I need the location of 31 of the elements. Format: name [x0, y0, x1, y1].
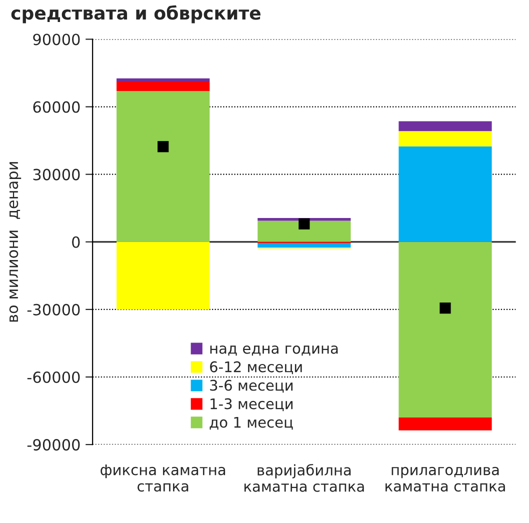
- bar: [398, 242, 492, 418]
- bar: [116, 242, 210, 310]
- legend-label: до 1 месец: [210, 416, 293, 430]
- point: [440, 302, 451, 314]
- x-tick-label: прилагодлива каматна стапка: [386, 466, 505, 492]
- bar: [398, 418, 492, 430]
- x-tick-label: фиксна каматна стапка: [100, 464, 226, 492]
- bar: [398, 121, 492, 132]
- bar: [258, 243, 351, 248]
- y-tick-label: 30000: [33, 168, 80, 180]
- point: [158, 141, 169, 152]
- y-tick-label: -30000: [27, 304, 80, 316]
- y-tick-label: -90000: [27, 439, 80, 451]
- y-tick-label: 0: [72, 236, 80, 248]
- chart-title: средствата и обврските: [11, 5, 260, 24]
- y-tick-label: 60000: [33, 101, 80, 113]
- point: [298, 218, 310, 230]
- legend-label: 6-12 месеци: [210, 361, 302, 374]
- legend-label: 3-6 месеци: [210, 380, 293, 393]
- y-tick-label: 90000: [33, 34, 80, 46]
- y-axis-title: во милиони денари: [9, 162, 22, 322]
- y-tick-label: -60000: [27, 371, 80, 384]
- bar: [258, 220, 351, 242]
- bar: [116, 78, 210, 82]
- bar: [398, 131, 492, 146]
- x-tick-label: варијабилна каматна стапка: [244, 464, 364, 492]
- bar: [116, 82, 210, 92]
- bar: [398, 146, 492, 242]
- bar: [116, 91, 210, 242]
- legend-label: 1-3 месеци: [210, 398, 293, 412]
- legend-label: над една година: [210, 345, 338, 356]
